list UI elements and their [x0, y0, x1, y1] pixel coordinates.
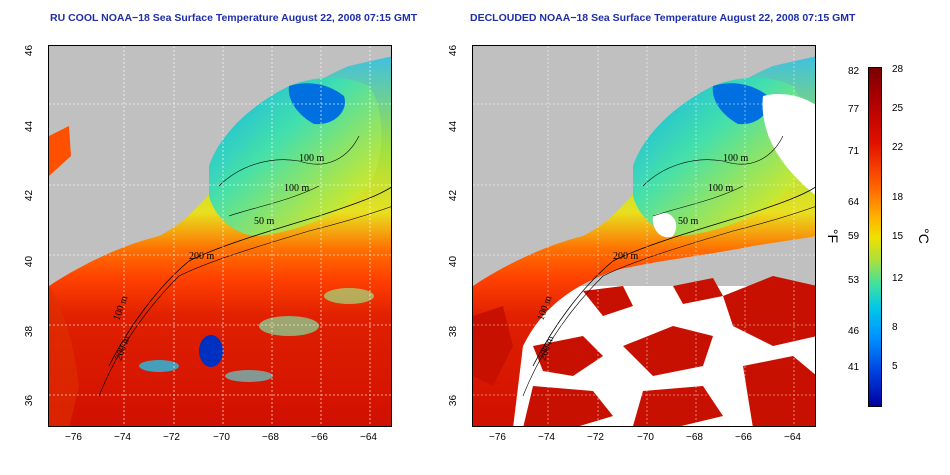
latitude-tick-label: 40	[448, 255, 460, 268]
latitude-tick-label: 36	[448, 394, 460, 407]
colorbar-celsius-tick: 15	[892, 231, 904, 242]
longitude-tick-label: −66	[311, 432, 328, 443]
left-map-graphic: 100 m 100 m 50 m 200 m 100 m 200 m	[49, 46, 391, 426]
colorbar-fahrenheit-tick: 64	[848, 197, 860, 208]
longitude-tick-label: −74	[538, 432, 555, 443]
colorbar-celsius-tick: 28	[892, 64, 904, 75]
right-map-graphic: 100 m 100 m 50 m 200 m 100 m 200 m	[473, 46, 815, 426]
colorbar-fahrenheit-tick: 46	[848, 326, 860, 337]
contour-label: 100 m	[299, 153, 325, 164]
longitude-tick-label: −72	[587, 432, 604, 443]
temperature-colorbar	[868, 67, 882, 407]
latitude-tick-label: 46	[24, 44, 36, 57]
longitude-tick-label: −68	[262, 432, 279, 443]
longitude-tick-label: −64	[784, 432, 801, 443]
latitude-tick-label: 42	[448, 189, 460, 202]
contour-label: 100 m	[708, 183, 734, 194]
left-map-title: RU COOL NOAA−18 Sea Surface Temperature …	[50, 12, 418, 24]
contour-label: 200 m	[613, 251, 639, 262]
longitude-tick-label: −72	[163, 432, 180, 443]
colorbar-fahrenheit-tick: 82	[848, 66, 860, 77]
latitude-tick-label: 46	[448, 44, 460, 57]
longitude-tick-label: −70	[637, 432, 654, 443]
right-map-title: DECLOUDED NOAA−18 Sea Surface Temperatur…	[470, 12, 856, 24]
latitude-tick-label: 38	[448, 325, 460, 338]
contour-label: 50 m	[678, 216, 699, 227]
longitude-tick-label: −68	[686, 432, 703, 443]
colorbar-celsius-tick: 22	[892, 142, 904, 153]
colorbar-fahrenheit-tick: 41	[848, 362, 860, 373]
contour-label: 200 m	[189, 251, 215, 262]
right-sst-map: 100 m 100 m 50 m 200 m 100 m 200 m	[472, 45, 816, 427]
colorbar-fahrenheit-tick: 59	[848, 231, 860, 242]
latitude-tick-label: 36	[24, 394, 36, 407]
contour-label: 50 m	[254, 216, 275, 227]
latitude-tick-label: 38	[24, 325, 36, 338]
latitude-tick-label: 44	[24, 120, 36, 133]
colorbar-celsius-tick: 12	[892, 273, 904, 284]
colorbar-celsius-tick: 18	[892, 192, 904, 203]
longitude-tick-label: −64	[360, 432, 377, 443]
colorbar-celsius-tick: 25	[892, 103, 904, 114]
fahrenheit-unit-label: °F	[825, 228, 842, 244]
colorbar-fahrenheit-tick: 71	[848, 146, 860, 157]
longitude-tick-label: −74	[114, 432, 131, 443]
latitude-tick-label: 40	[24, 255, 36, 268]
longitude-tick-label: −76	[489, 432, 506, 443]
latitude-tick-label: 44	[448, 120, 460, 133]
longitude-tick-label: −66	[735, 432, 752, 443]
longitude-tick-label: −70	[213, 432, 230, 443]
contour-label: 100 m	[284, 183, 310, 194]
colorbar-celsius-tick: 8	[892, 322, 898, 333]
colorbar-fahrenheit-tick: 77	[848, 104, 860, 115]
colorbar-celsius-tick: 5	[892, 361, 898, 372]
longitude-tick-label: −76	[65, 432, 82, 443]
left-sst-map: 100 m 100 m 50 m 200 m 100 m 200 m	[48, 45, 392, 427]
celsius-unit-label: °C	[915, 228, 932, 244]
colorbar-fahrenheit-tick: 53	[848, 275, 860, 286]
latitude-tick-label: 42	[24, 189, 36, 202]
contour-label: 100 m	[723, 153, 749, 164]
